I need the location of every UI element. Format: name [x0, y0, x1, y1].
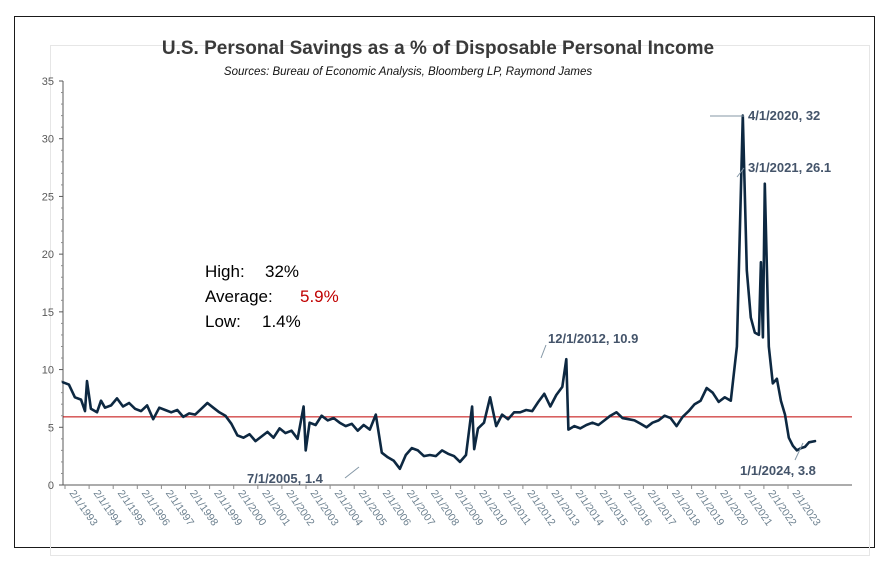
y-tick-label: 0	[48, 480, 54, 492]
annotation-leader	[736, 167, 745, 178]
stat-average-value: 5.9%	[300, 287, 339, 306]
annotation-label: 1/1/2024, 3.8	[740, 463, 816, 478]
stat-low-value: 1.4%	[262, 312, 301, 331]
annotations: 4/1/2020, 32 3/1/2021, 26.1 12/1/2012, 10.…	[247, 108, 831, 486]
stat-high-value: 32%	[265, 262, 299, 281]
y-tick-label: 25	[42, 191, 54, 203]
y-axis: 0 5 10 15 20 25 30 35	[42, 76, 64, 492]
chart-subtitle: Sources: Bureau of Economic Analysis, Bl…	[224, 66, 592, 78]
annotation-label: 12/1/2012, 10.9	[548, 331, 638, 346]
x-axis: 2/1/19932/1/19942/1/19952/1/19962/1/1997…	[63, 484, 852, 528]
stats-block: High: 32% Average: 5.9% Low: 1.4%	[205, 262, 339, 331]
annotation-leader	[540, 344, 547, 359]
y-tick-label: 35	[42, 76, 54, 88]
series-line	[61, 114, 817, 471]
annotation-leader	[794, 442, 804, 461]
stat-low-label: Low:	[205, 312, 241, 331]
y-tick-label: 20	[42, 249, 54, 261]
y-tick-label: 30	[42, 134, 54, 146]
stat-average-label: Average:	[205, 287, 273, 306]
plot-border	[50, 45, 870, 556]
annotation-leader	[344, 466, 360, 479]
y-tick-label: 10	[42, 365, 54, 377]
chart-frame	[14, 16, 875, 556]
annotation-label: 7/1/2005, 1.4	[247, 471, 324, 486]
annotation-label: 4/1/2020, 32	[748, 108, 820, 123]
annotation-label: 3/1/2021, 26.1	[748, 160, 831, 175]
stat-high-label: High:	[205, 262, 245, 281]
y-tick-label: 15	[42, 307, 54, 319]
chart-title: U.S. Personal Savings as a % of Disposab…	[162, 38, 714, 59]
y-tick-label: 5	[48, 422, 54, 434]
